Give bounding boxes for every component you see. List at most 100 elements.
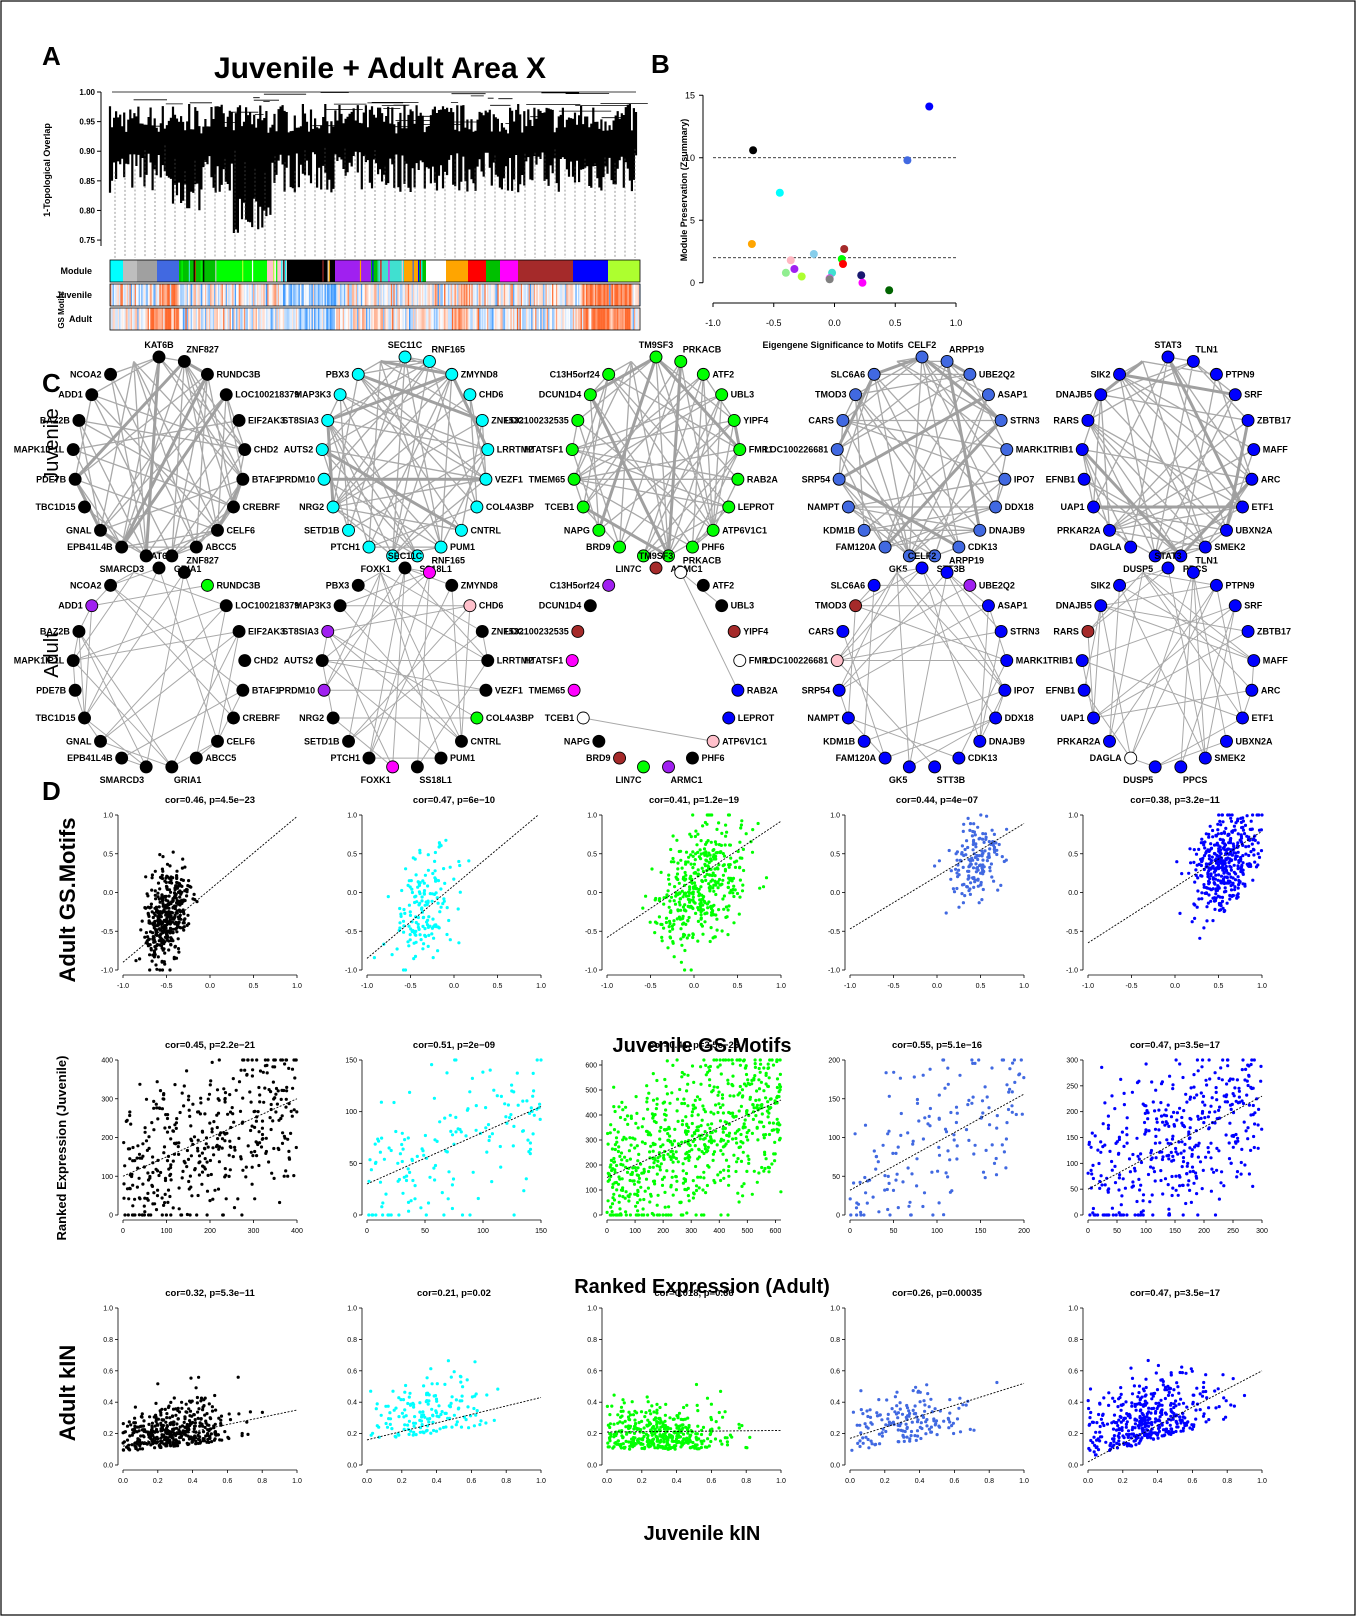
gene-node (613, 751, 627, 765)
gs-heat-cell (194, 284, 196, 306)
scatter-point (139, 928, 143, 932)
gene-node (386, 549, 400, 563)
gs-heat-cell (589, 308, 592, 330)
gs-heat-cell (535, 284, 537, 306)
scatter-point (257, 1163, 261, 1168)
scatter-point (691, 892, 695, 896)
module-segment (305, 260, 307, 282)
gs-heat-cell (263, 284, 265, 306)
scatter-point (157, 1173, 161, 1178)
gs-heat-cell (502, 308, 505, 330)
scatter-point (632, 1182, 637, 1186)
gs-heat-cell (579, 308, 581, 330)
module-color-track (109, 259, 641, 283)
scatter-point (896, 1145, 900, 1149)
scatter-point (128, 1187, 132, 1191)
scatter-ytick-label: 0 (109, 1213, 113, 1220)
gs-heat-cell (627, 308, 629, 330)
scatter-point (742, 1058, 746, 1062)
gs-heat-cell (572, 308, 575, 330)
gs-heat-cell (472, 284, 475, 306)
scatter-point (182, 925, 186, 929)
gene-node (211, 734, 224, 748)
scatter-point (726, 908, 730, 912)
panel-b-ytick-label: 0 (690, 278, 695, 288)
scatter-point (1196, 1155, 1200, 1159)
scatter-point (249, 1150, 253, 1154)
gs-heat-cell (367, 308, 369, 330)
scatter-point (1212, 896, 1217, 900)
gene-node (1247, 443, 1261, 456)
scatter-point (1153, 1109, 1157, 1113)
gs-heat-cell (138, 308, 141, 330)
gs-heat-cell (607, 284, 610, 306)
scatter-point (160, 895, 164, 900)
scatter-point (1230, 853, 1234, 857)
scatter-point (410, 887, 414, 891)
gene-node (715, 599, 729, 613)
scatter-point (863, 1123, 868, 1127)
scatter-point (1185, 1164, 1189, 1168)
scatter-point (156, 1117, 160, 1121)
scatter-point (659, 1162, 663, 1166)
scatter-point (639, 1185, 643, 1189)
gs-heat-cell (540, 308, 542, 330)
scatter-point (1121, 1213, 1126, 1217)
gs-heat-cell (604, 284, 606, 306)
scatter-point (744, 832, 748, 836)
gs-heat-cell (220, 284, 222, 306)
gs-heat-cell (620, 284, 623, 306)
scatter-xtick-label: 0.0 (449, 983, 459, 990)
scatter-point (1217, 901, 1221, 906)
module-segment (417, 260, 420, 282)
scatter-point (488, 1135, 492, 1139)
scatter-point (1141, 1193, 1146, 1197)
scatter-point (428, 924, 432, 928)
scatter-point (767, 1121, 772, 1125)
gene-node (867, 578, 881, 592)
scatter-point (210, 1130, 214, 1134)
scatter-point (686, 1194, 691, 1198)
module-segment (110, 260, 123, 282)
gene-label: ETF1 (1251, 502, 1273, 512)
gene-node (849, 388, 862, 402)
scatter-point (668, 935, 672, 939)
scatter-point (1207, 854, 1211, 858)
gs-heat-cell (549, 284, 551, 306)
scatter-point (671, 856, 675, 861)
scatter-point (777, 1095, 781, 1099)
scatter-point (431, 871, 435, 876)
scatter-point (886, 1132, 890, 1136)
gs-heat-cell (190, 284, 193, 306)
scatter-point (1182, 1149, 1186, 1153)
gene-label: TM9SF3 (639, 551, 674, 561)
scatter-point (703, 1130, 707, 1134)
scatter-point (660, 1183, 665, 1187)
scatter-point (192, 1135, 197, 1139)
gs-heat-cell (214, 308, 216, 330)
scatter-point (702, 847, 707, 851)
scatter-point (853, 1132, 857, 1136)
gs-heat-cell (217, 284, 220, 306)
gs-heat-cell (342, 308, 345, 330)
scatter-point (292, 1174, 296, 1178)
module-segment (401, 260, 403, 282)
panel-b-ylabel: Module Preservation (Zsummary) (679, 119, 689, 262)
scatter-point (433, 1163, 438, 1168)
scatter-point (208, 1158, 212, 1163)
scatter-point (260, 1126, 264, 1130)
scatter-point (175, 869, 179, 873)
gs-heat-cell (276, 308, 278, 330)
scatter-point (694, 1164, 698, 1169)
scatter-point (714, 883, 718, 887)
scatter-point (731, 887, 735, 892)
scatter-point (941, 1058, 945, 1062)
gene-label: LIN7C (615, 564, 642, 574)
scatter-point (855, 1213, 859, 1217)
scatter-point (378, 1180, 383, 1184)
gene-node (317, 472, 331, 486)
scatter-point (426, 944, 430, 949)
gene-node (236, 472, 250, 486)
scatter-point (147, 1135, 151, 1139)
gs-heat-cell (242, 284, 245, 306)
